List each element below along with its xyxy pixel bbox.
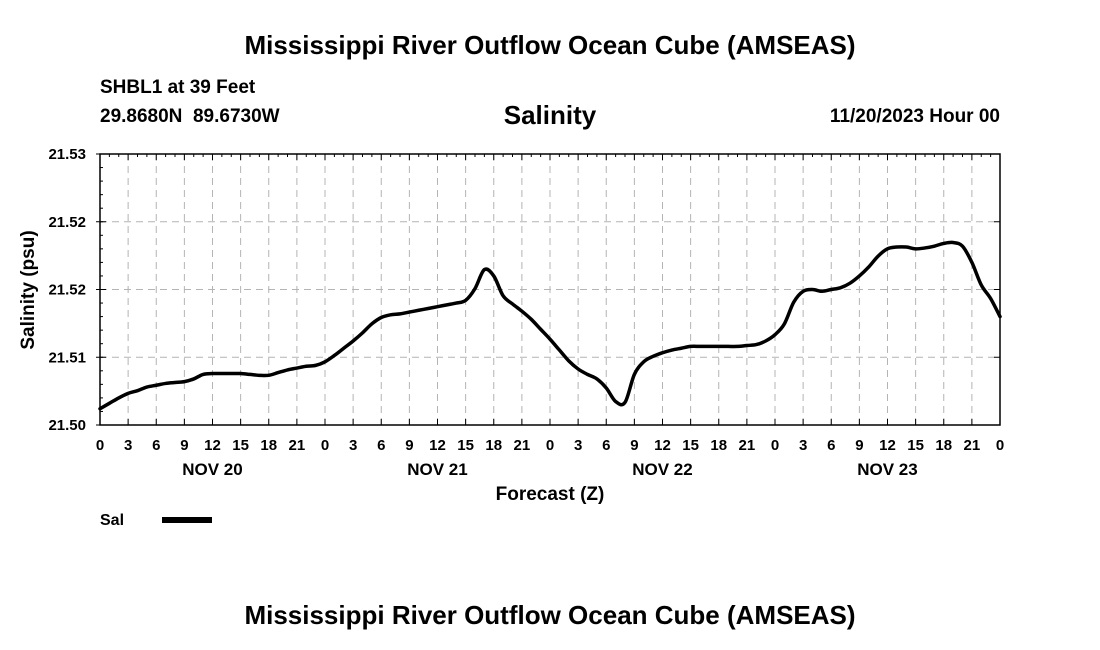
x-tick-label: 12 [204,437,221,454]
day-label: NOV 23 [857,460,917,479]
footer-title: Mississippi River Outflow Ocean Cube (AM… [244,600,856,630]
x-tick-label: 3 [124,437,132,454]
x-axis-label: Forecast (Z) [496,484,605,505]
x-tick-label: 9 [855,437,863,454]
y-axis-label: Salinity (psu) [18,230,39,349]
forecast-datetime: 11/20/2023 Hour 00 [829,106,1000,127]
day-label: NOV 20 [182,460,242,479]
y-tick-label: 21.51 [48,349,86,366]
x-tick-label: 0 [771,437,779,454]
y-tick-label: 21.52 [48,214,86,231]
plot-frame [99,153,1001,426]
x-tick-label: 0 [321,437,329,454]
x-tick-label: 9 [630,437,638,454]
x-tick-label: 6 [152,437,160,454]
x-tick-label: 21 [964,437,981,454]
series-line-sal [98,240,1002,411]
x-tick-label: 12 [429,437,446,454]
x-tick-label: 21 [289,437,306,454]
y-tick-label: 21.53 [48,146,86,163]
series-layer [98,240,1002,411]
x-tick-labels: 0 3 6 9 12 15 18 21 0 3 6 9 12 15 18 21 0 3 6 9 12 15 18 21 0 3 6 9… [96,437,1004,454]
day-labels: NOV 20 NOV 21 NOV 22 NOV 23 [182,460,917,479]
day-label: NOV 22 [632,460,692,479]
x-tick-label: 21 [514,437,531,454]
x-tick-label: 3 [799,437,807,454]
x-tick-label: 18 [935,437,952,454]
x-tick-label: 15 [907,437,924,454]
x-tick-label: 0 [96,437,104,454]
y-tick-label: 21.52 [48,282,86,299]
legend-label: Sal [100,512,124,529]
x-tick-label: 9 [180,437,188,454]
x-tick-label: 3 [349,437,357,454]
x-tick-label: 6 [377,437,385,454]
x-tick-label: 18 [485,437,502,454]
x-tick-label: 15 [232,437,249,454]
x-tick-label: 18 [260,437,277,454]
x-tick-label: 12 [879,437,896,454]
x-tick-label: 3 [574,437,582,454]
variable-title: Salinity [503,100,597,130]
x-tick-label: 15 [682,437,699,454]
x-tick-label: 0 [546,437,554,454]
chart-title: Mississippi River Outflow Ocean Cube (AM… [244,30,856,60]
x-tick-label: 0 [996,437,1004,454]
station-coordinates: 29.8680N 89.6730W [100,106,280,127]
station-name: SHBL1 at 39 Feet [100,77,256,98]
x-tick-label: 6 [827,437,835,454]
grid [100,154,1000,425]
x-tick-label: 18 [710,437,727,454]
x-tick-label: 15 [457,437,474,454]
y-tick-labels: 21.50 21.51 21.52 21.52 21.53 [48,146,86,434]
y-tick-label: 21.50 [48,417,86,434]
x-tick-label: 12 [654,437,671,454]
x-tick-label: 9 [405,437,413,454]
x-tick-label: 21 [739,437,756,454]
x-tick-label: 6 [602,437,610,454]
day-label: NOV 21 [407,460,467,479]
